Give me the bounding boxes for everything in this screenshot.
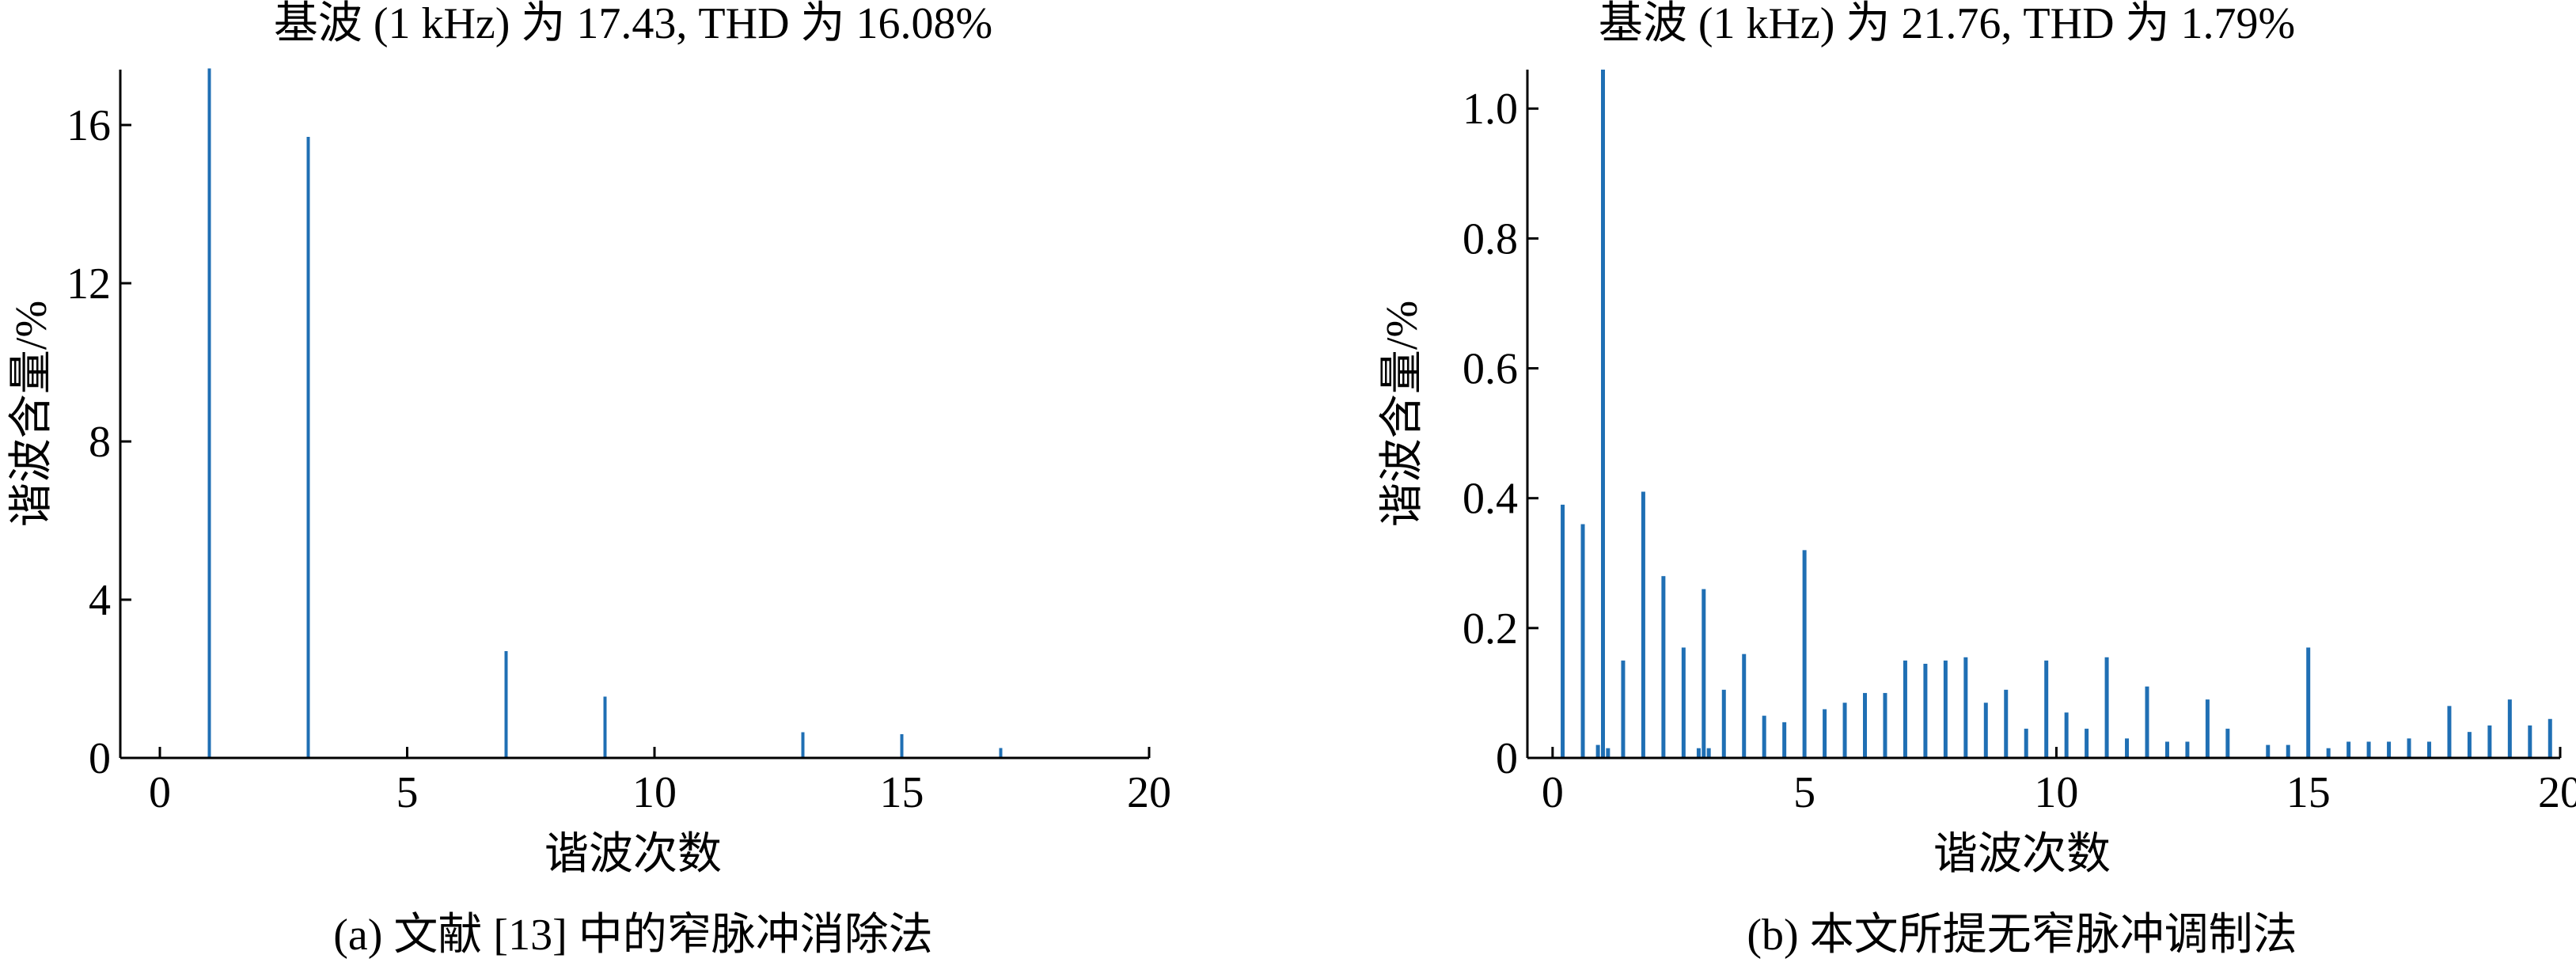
chart-a-y-tick-label: 8 <box>89 418 111 467</box>
chart-b-bar <box>1696 748 1701 758</box>
chart-b-y-tick-label: 1.0 <box>1463 85 1518 134</box>
chart-b-bar <box>1661 576 1666 758</box>
chart-b-caption: (b) 本文所提无窄脉冲调制法 <box>1747 911 2297 960</box>
chart-a-bar <box>207 68 211 758</box>
chart-b-bar <box>2024 729 2028 758</box>
chart-b-bar <box>2366 741 2371 758</box>
chart-a-x-tick-label: 20 <box>1127 768 1171 817</box>
chart-a-bar <box>801 732 805 758</box>
chart-b-x-tick-label: 15 <box>2286 768 2331 817</box>
chart-b-y-tick-label: 0.4 <box>1463 475 1518 524</box>
chart-b-bar <box>2225 729 2230 758</box>
chart-b-bar <box>1762 715 1766 758</box>
chart-b-bar <box>2064 712 2069 758</box>
chart-b-bar <box>1842 703 1847 758</box>
chart-b-bar <box>1706 748 1711 758</box>
chart-b-bar <box>2507 699 2512 758</box>
chart-b-bar <box>1641 491 1645 758</box>
chart-b-ticks: 0 5 10 15 20 0 0.2 0.4 0.6 0.8 1.0 <box>1463 85 2576 817</box>
chart-b-bar <box>1983 703 1988 758</box>
chart-b-y-tick-label: 0.2 <box>1463 604 1518 653</box>
chart-a-bar <box>306 137 310 758</box>
chart-b-bar <box>1963 657 1968 758</box>
chart-b-bar <box>1600 70 1605 758</box>
chart-b-bar <box>2004 689 2009 758</box>
chart-panel-a: 基波 (1 kHz) 为 17.43, THD 为 16.08% 0 5 10 15 2… <box>7 0 1171 960</box>
chart-b-bar <box>1943 660 1948 758</box>
chart-b-bar <box>2326 748 2331 758</box>
chart-b-bar <box>2407 738 2411 758</box>
chart-a-bar <box>603 696 607 758</box>
chart-b-bar <box>1823 709 1827 758</box>
chart-b-bar <box>2548 718 2552 758</box>
chart-b-bar <box>2426 741 2431 758</box>
chart-b-x-tick-label: 20 <box>2538 768 2576 817</box>
chart-b-bar <box>2125 738 2130 758</box>
chart-b-x-tick-label: 5 <box>1793 768 1815 817</box>
chart-b-bar <box>2286 744 2290 758</box>
chart-a-bar <box>999 748 1003 758</box>
chart-b-bar <box>1621 660 1626 758</box>
chart-a-y-tick-label: 0 <box>89 734 111 783</box>
chart-b-title: 基波 (1 kHz) 为 21.76, THD 为 1.79% <box>1599 0 2295 48</box>
chart-b-bar <box>1802 550 1807 758</box>
chart-a-x-tick-label: 10 <box>632 768 677 817</box>
chart-b-bar <box>2528 725 2532 758</box>
chart-a-bar <box>900 734 904 758</box>
chart-b-bar <box>1782 722 1787 758</box>
chart-a-y-tick-label: 16 <box>66 101 111 150</box>
chart-b-bar <box>2447 706 2452 758</box>
chart-b-bar <box>2346 741 2351 758</box>
chart-b-y-tick-label: 0 <box>1496 734 1518 783</box>
chart-b-bar <box>2266 744 2271 758</box>
chart-a-x-tick-label: 5 <box>396 768 419 817</box>
chart-a-y-tick-label: 12 <box>66 259 111 309</box>
chart-b-x-label: 谐波次数 <box>1933 830 2111 879</box>
chart-b-bar <box>2104 657 2109 758</box>
chart-a-bar <box>504 651 508 758</box>
chart-b-bar <box>1721 689 1726 758</box>
chart-b-bar <box>1863 692 1868 758</box>
chart-b-bar <box>2467 732 2472 758</box>
chart-b-bar <box>1742 653 1747 758</box>
chart-a-ticks: 0 5 10 15 20 0 4 8 12 16 <box>66 101 1171 817</box>
chart-b-bar <box>2205 699 2210 758</box>
chart-b-bar <box>1883 692 1887 758</box>
chart-a-y-label: 谐波含量/% <box>7 301 56 527</box>
chart-b-bar <box>2164 741 2169 758</box>
chart-a-x-tick-label: 15 <box>880 768 924 817</box>
chart-a-title: 基波 (1 kHz) 为 17.43, THD 为 16.08% <box>274 0 992 48</box>
chart-b-bar <box>2306 647 2311 758</box>
chart-b-bar <box>1606 748 1610 758</box>
chart-b-bar <box>2185 741 2190 758</box>
chart-b-x-tick-label: 10 <box>2034 768 2078 817</box>
chart-b-y-tick-label: 0.8 <box>1463 214 1518 263</box>
chart-b-bar <box>2487 725 2492 758</box>
chart-b-bar <box>2145 686 2149 758</box>
chart-b-y-label: 谐波含量/% <box>1378 301 1427 527</box>
chart-a-y-tick-label: 4 <box>89 576 111 625</box>
chart-b-x-tick-label: 0 <box>1542 768 1564 817</box>
chart-b-bar <box>2387 741 2392 758</box>
chart-panel-b: 基波 (1 kHz) 为 21.76, THD 为 1.79% 0 5 10 15 20… <box>1378 0 2576 960</box>
chart-b-bar <box>1561 504 1565 758</box>
chart-b-bar <box>1681 647 1686 758</box>
chart-b-bar <box>1580 524 1585 758</box>
chart-b-bar <box>2044 660 2049 758</box>
chart-b-bar <box>2085 729 2089 758</box>
chart-b-bar <box>1923 663 1928 758</box>
chart-b-bar <box>1595 744 1600 758</box>
chart-a-caption: (a) 文献 [13] 中的窄脉冲消除法 <box>333 911 932 960</box>
chart-a-bars <box>207 68 1003 758</box>
chart-a-x-tick-label: 0 <box>149 768 171 817</box>
chart-b-bar <box>1702 589 1706 758</box>
chart-b-bar <box>1903 660 1907 758</box>
chart-a-x-label: 谐波次数 <box>544 830 722 879</box>
chart-b-y-tick-label: 0.6 <box>1463 345 1518 394</box>
chart-b-bars <box>1561 70 2552 758</box>
